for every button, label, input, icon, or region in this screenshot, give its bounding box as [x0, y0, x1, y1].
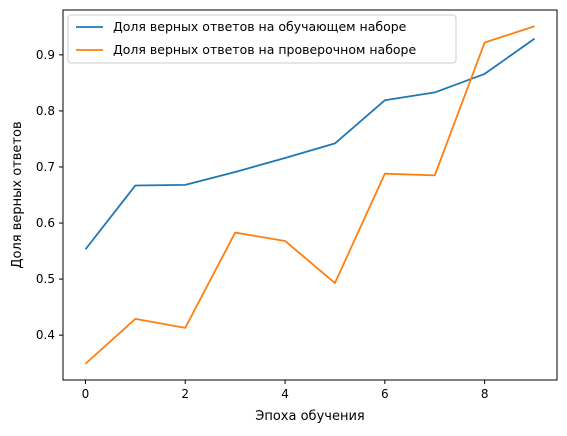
series-layer	[84, 25, 536, 365]
legend-label-validation: Доля верных ответов на проверочном набор…	[113, 42, 416, 57]
y-axis-ticks: 0.4 0.5 0.6 0.7 0.8 0.9	[36, 48, 63, 342]
y-tick-label: 0.7	[36, 160, 55, 174]
y-tick-label: 0.6	[36, 216, 55, 230]
legend-box	[67, 14, 457, 64]
plot-area	[63, 10, 557, 380]
x-tick-label: 6	[381, 387, 389, 401]
x-axis-ticks: 0 2 4 6 8	[82, 380, 489, 401]
y-tick-label: 0.5	[36, 272, 55, 286]
x-tick-label: 0	[82, 387, 90, 401]
y-tick-label: 0.4	[36, 328, 55, 342]
legend-label-train: Доля верных ответов на обучающем наборе	[113, 19, 407, 34]
y-tick-label: 0.9	[36, 48, 55, 62]
x-tick-label: 8	[481, 387, 489, 401]
y-tick-label: 0.8	[36, 104, 55, 118]
x-tick-label: 2	[181, 387, 189, 401]
series-line-validation	[84, 25, 535, 365]
x-axis-label: Эпоха обучения	[255, 409, 364, 424]
y-axis-label: Доля верных ответов	[10, 121, 25, 268]
series-line-train	[84, 37, 536, 250]
legend: Доля верных ответов на обучающем наборе …	[67, 14, 457, 64]
x-tick-label: 4	[281, 387, 289, 401]
plot-frame	[62, 9, 558, 381]
